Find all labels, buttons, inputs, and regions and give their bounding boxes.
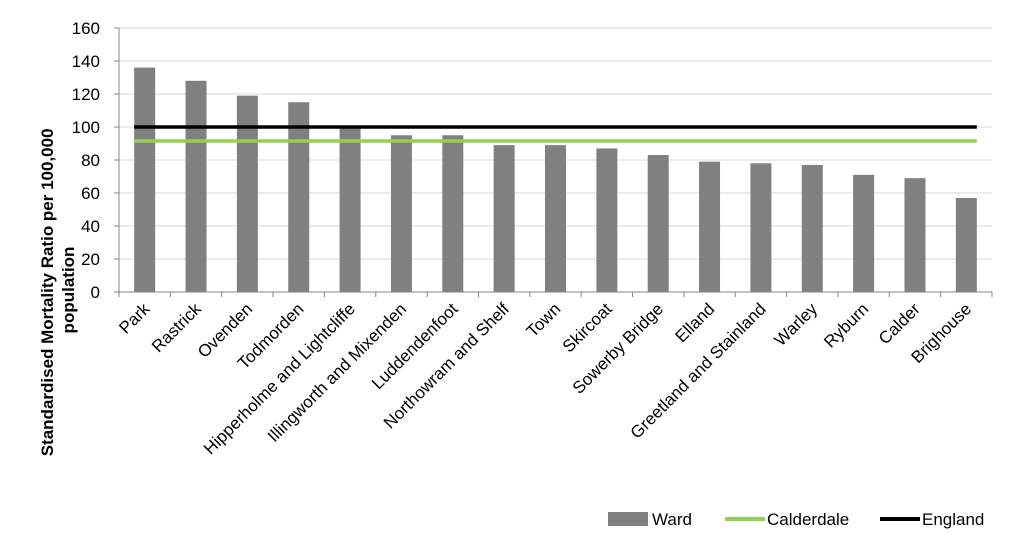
y-axis-label-line-1: Standardised Mortality Ratio per 100,000 [38,128,57,456]
x-tick-label: Calder [875,299,924,348]
x-tick-label: Ryburn [820,299,872,351]
reference-lines [134,125,977,143]
legend: Ward Calderdale England [608,510,984,529]
y-tick-label: 60 [81,184,100,203]
bar [904,178,926,292]
bars [134,67,977,293]
x-tick-label: Park [115,299,154,338]
bar [288,102,310,292]
y-tick-label: 20 [81,250,100,269]
axes [114,27,993,297]
y-tick-label: 100 [72,118,100,137]
y-tick-label: 140 [72,52,100,71]
bar [134,67,156,292]
legend-label-calderdale: Calderdale [767,510,849,529]
bar [801,164,823,292]
bar [596,148,618,292]
bar [750,163,772,292]
bar [545,145,566,292]
bar [339,127,361,292]
y-tick-label: 160 [72,19,100,38]
bar [236,95,258,293]
y-tick-label: 80 [81,151,100,170]
bar [853,174,875,292]
x-tick-labels: ParkRastrickOvendenTodmordenHipperholme … [115,299,975,458]
bar [699,161,721,292]
y-tick-labels: 0 20 40 60 80 100 120 140 160 [72,19,100,302]
x-tick-label: Elland [672,299,719,346]
legend-label-ward: Ward [652,510,692,529]
legend-swatch-ward [608,512,648,526]
bar [955,197,977,292]
bar [390,135,412,292]
bar [185,80,207,292]
y-axis-label: Standardised Mortality Ratio per 100,000… [38,124,78,457]
y-tick-label: 0 [91,283,100,302]
bar [442,135,464,292]
y-axis-label-line-2: population [59,247,78,334]
x-tick-label: Sowerby Bridge [569,299,667,397]
bar [493,145,515,292]
x-tick-label: Warley [771,299,822,350]
legend-label-england: England [922,510,984,529]
x-tick-label: Town [523,299,564,340]
y-tick-label: 120 [72,85,100,104]
y-tick-label: 40 [81,217,100,236]
bar [647,155,669,292]
